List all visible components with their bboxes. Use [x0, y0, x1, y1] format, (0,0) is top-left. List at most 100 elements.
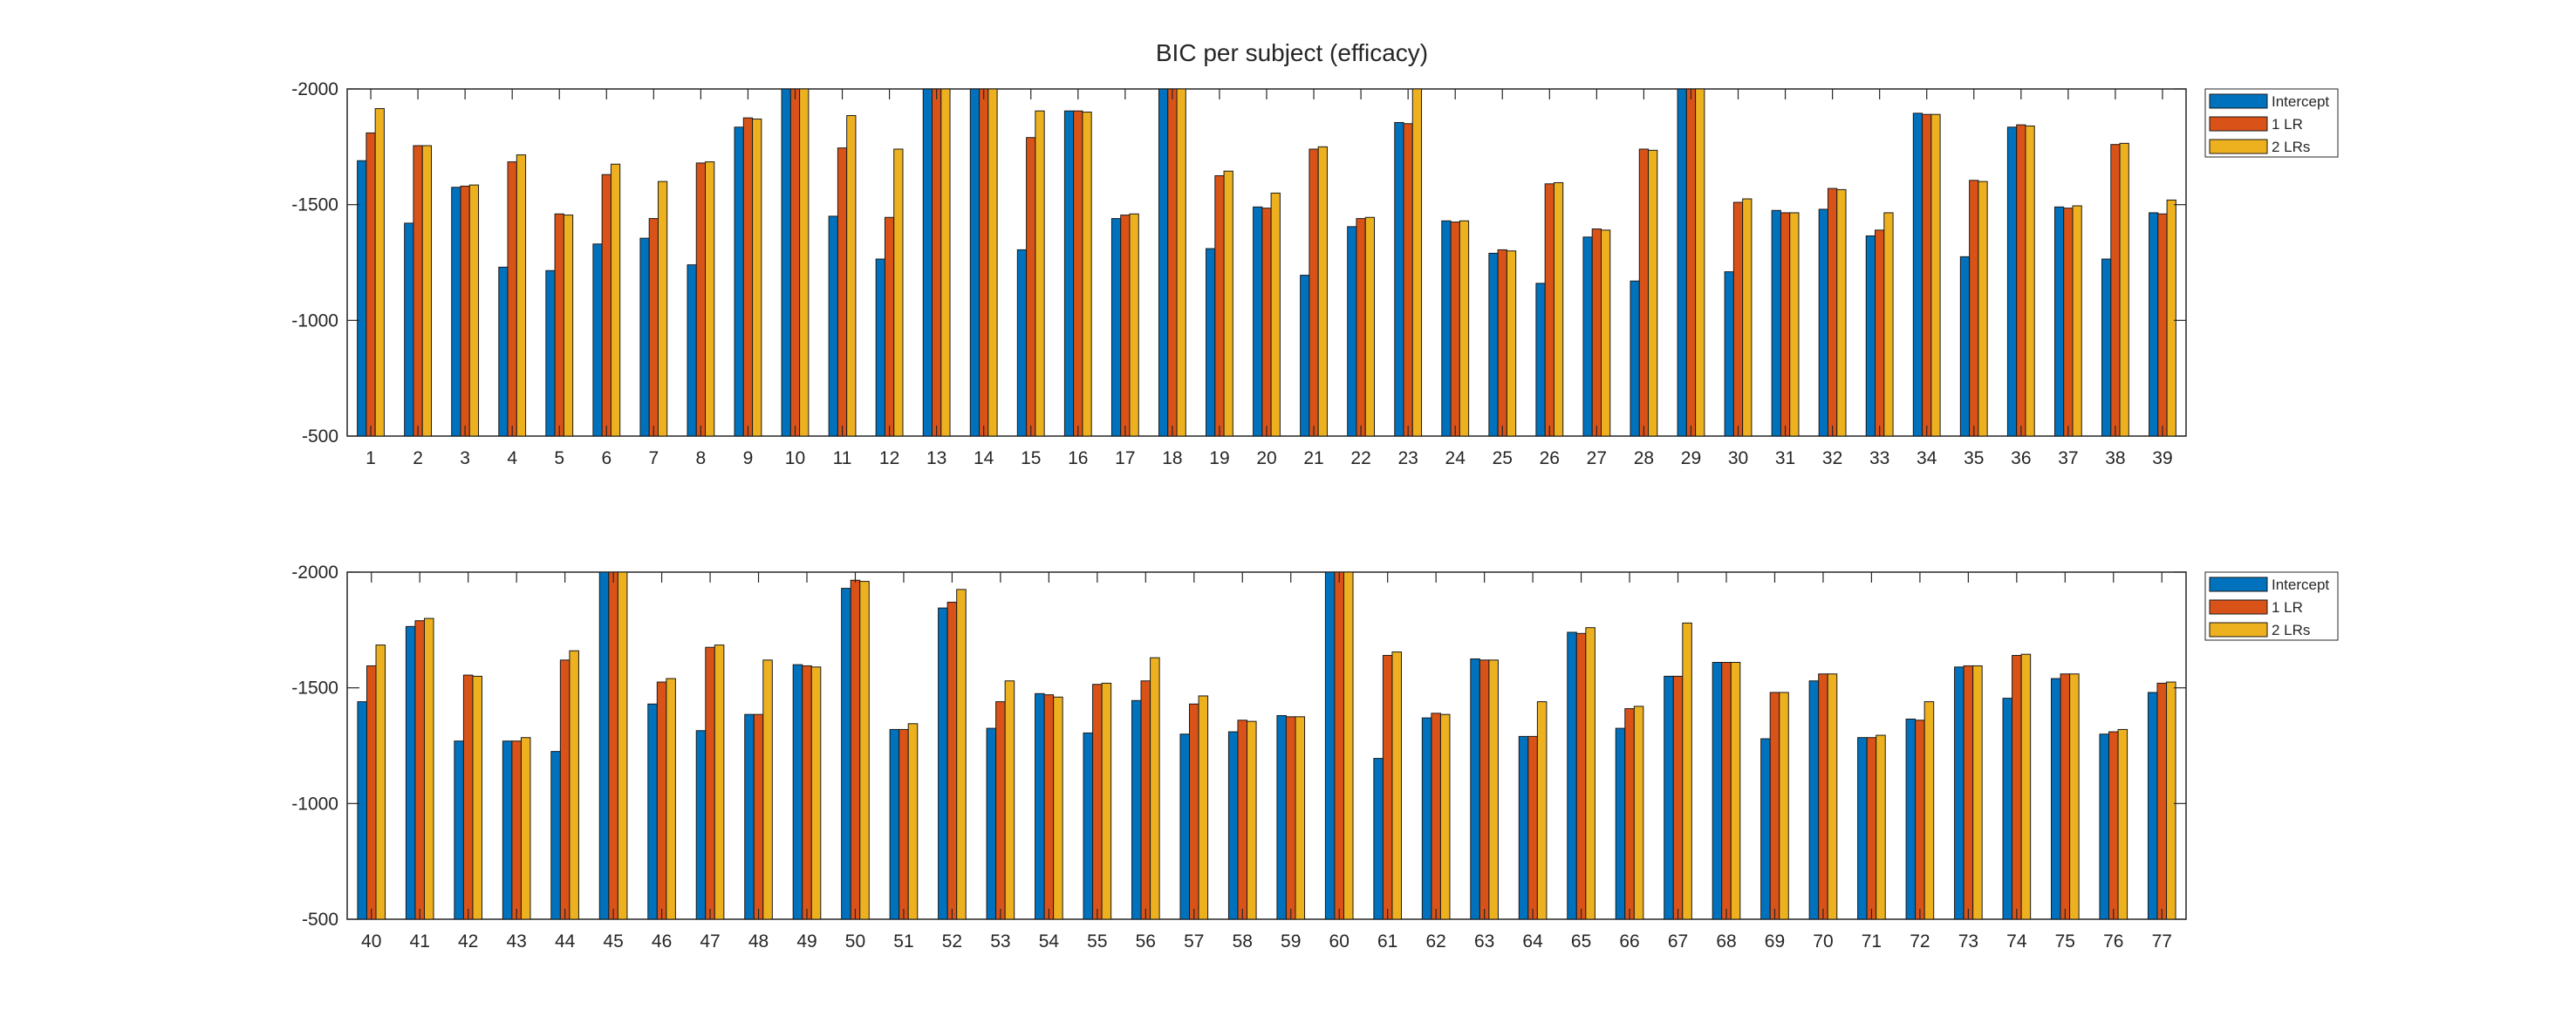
bar-1-lr-18 — [1167, 88, 1178, 437]
bar-intercept-63 — [1470, 658, 1480, 920]
bar-2-lrs-5 — [563, 215, 574, 437]
bar-2-lrs-53 — [1004, 680, 1015, 920]
x-tick-label: 26 — [1540, 448, 1560, 468]
bar-2-lrs-59 — [1295, 716, 1306, 920]
x-tick-label: 53 — [990, 931, 1010, 952]
x-tick-label: 57 — [1184, 931, 1204, 952]
x-tick-label: 9 — [743, 448, 754, 468]
x-tick-label: 71 — [1862, 931, 1882, 952]
bar-intercept-75 — [2051, 678, 2061, 920]
x-tick-label: 18 — [1162, 448, 1182, 468]
bar-1-lr-49 — [802, 665, 812, 920]
bar-intercept-23 — [1394, 121, 1404, 437]
bar-2-lrs-1 — [374, 108, 385, 437]
bar-1-lr-54 — [1043, 694, 1055, 920]
bar-intercept-7 — [639, 237, 650, 437]
bar-1-lr-4 — [507, 161, 517, 437]
bar-1-lr-67 — [1672, 675, 1684, 920]
bar-2-lrs-57 — [1198, 695, 1209, 920]
y-tick-label: -2000 — [291, 79, 338, 99]
bar-1-lr-22 — [1356, 218, 1366, 437]
x-tick-label: 61 — [1377, 931, 1397, 952]
legend-swatch — [2209, 622, 2268, 638]
legend-swatch — [2209, 139, 2268, 154]
x-tick-label: 62 — [1425, 931, 1445, 952]
axes-1: 1 2 3 4 5 6 7 8 9 10 11 12 13 14 15 16 17 18 19 20 21 22 23 24 2… — [291, 79, 2339, 468]
bar-intercept-31 — [1771, 209, 1781, 437]
bar-intercept-2 — [404, 222, 414, 437]
bar-1-lr-52 — [946, 601, 958, 920]
bar-1-lr-48 — [753, 713, 764, 920]
bar-1-lr-73 — [1963, 665, 1974, 920]
bar-intercept-36 — [2006, 126, 2018, 437]
bar-1-lr-2 — [413, 145, 423, 437]
x-tick-label: 41 — [410, 931, 430, 952]
x-tick-label: 10 — [785, 448, 805, 468]
bar-2-lrs-56 — [1150, 657, 1160, 920]
bar-intercept-41 — [405, 625, 416, 920]
bar-intercept-47 — [695, 730, 707, 920]
x-tick-label: 12 — [879, 448, 899, 468]
x-tick-label: 29 — [1681, 448, 1701, 468]
bar-intercept-10 — [781, 88, 791, 437]
bar-intercept-71 — [1857, 737, 1868, 920]
bar-1-lr-23 — [1403, 123, 1413, 437]
bar-2-lrs-33 — [1883, 212, 1894, 437]
bar-intercept-17 — [1110, 218, 1122, 437]
bar-1-lr-16 — [1073, 110, 1083, 437]
y-tick-label: -1000 — [291, 794, 338, 814]
bar-intercept-77 — [2147, 692, 2158, 920]
bar-2-lrs-15 — [1035, 110, 1045, 437]
bar-2-lrs-48 — [762, 659, 773, 920]
x-tick-label: 75 — [2055, 931, 2075, 952]
plots: 1 2 3 4 5 6 7 8 9 10 11 12 13 14 15 16 17 18 19 20 21 22 23 24 2… — [291, 79, 2339, 952]
bar-2-lrs-37 — [2072, 205, 2082, 437]
bar-1-lr-33 — [1875, 229, 1885, 437]
bar-intercept-19 — [1206, 248, 1216, 437]
bar-intercept-55 — [1083, 732, 1094, 920]
x-tick-label: 46 — [652, 931, 672, 952]
bar-2-lrs-16 — [1082, 112, 1092, 437]
bar-1-lr-59 — [1285, 716, 1296, 920]
bar-1-lr-77 — [2156, 682, 2168, 920]
bar-intercept-57 — [1179, 733, 1191, 920]
x-tick-label: 72 — [1910, 931, 1930, 952]
x-tick-label: 25 — [1493, 448, 1513, 468]
bar-1-lr-28 — [1638, 148, 1650, 437]
bar-1-lr-46 — [656, 681, 667, 920]
x-tick-label: 48 — [748, 931, 769, 952]
x-tick-label: 16 — [1068, 448, 1088, 468]
bar-2-lrs-35 — [1978, 181, 1988, 437]
bar-2-lrs-41 — [423, 617, 434, 920]
bar-intercept-70 — [1808, 680, 1820, 920]
bar-intercept-20 — [1253, 206, 1263, 437]
x-tick-label: 44 — [555, 931, 576, 952]
x-tick-label: 33 — [1869, 448, 1889, 468]
bar-1-lr-74 — [2012, 655, 2022, 920]
bar-intercept-59 — [1276, 715, 1287, 920]
bar-2-lrs-24 — [1459, 220, 1470, 437]
bar-1-lr-6 — [601, 174, 612, 437]
bar-intercept-4 — [498, 266, 509, 437]
bar-1-lr-69 — [1769, 692, 1780, 920]
x-tick-label: 66 — [1619, 931, 1639, 952]
legend-label: 2 LRs — [2272, 622, 2310, 638]
bar-2-lrs-46 — [666, 678, 676, 920]
bar-1-lr-15 — [1026, 137, 1036, 437]
x-tick-label: 22 — [1350, 448, 1370, 468]
bar-1-lr-32 — [1827, 188, 1838, 437]
bar-intercept-42 — [454, 740, 464, 920]
x-tick-label: 43 — [506, 931, 526, 952]
bar-1-lr-5 — [554, 213, 564, 437]
bar-2-lrs-4 — [516, 154, 527, 437]
bar-2-lrs-27 — [1600, 229, 1611, 437]
bar-2-lrs-60 — [1343, 571, 1354, 920]
x-tick-label: 19 — [1209, 448, 1229, 468]
bar-1-lr-3 — [460, 185, 470, 437]
bar-1-lr-51 — [899, 728, 909, 920]
bar-1-lr-13 — [932, 88, 942, 437]
bar-1-lr-72 — [1915, 720, 1925, 920]
x-tick-label: 2 — [413, 448, 423, 468]
bar-intercept-66 — [1615, 727, 1626, 920]
bar-2-lrs-34 — [1930, 113, 1941, 437]
